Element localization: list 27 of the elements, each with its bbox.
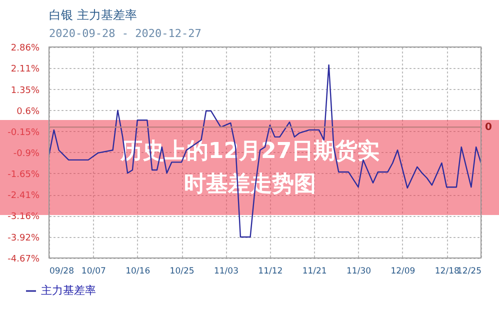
x-tick-label: 10/07 xyxy=(81,266,106,276)
x-tick-label: 09/28 xyxy=(50,266,74,276)
y-tick-label: 2.86% xyxy=(10,44,40,54)
line-series xyxy=(48,64,482,238)
x-tick-label: 12/25 xyxy=(457,266,482,276)
x-tick-label: 11/03 xyxy=(214,266,238,276)
y-tick-label: -3.16% xyxy=(8,212,40,222)
y-tick-label: -0.15% xyxy=(8,128,40,138)
y-tick-label: -1.65% xyxy=(8,170,40,180)
x-tick-label: 10/16 xyxy=(126,266,150,276)
y-tick-label: -4.67% xyxy=(8,254,40,264)
x-tick-label: 11/12 xyxy=(258,266,283,276)
x-tick-label: 10/25 xyxy=(170,266,194,276)
chart-title: 白银 主力基差率 xyxy=(49,8,137,22)
legend-label: 主力基差率 xyxy=(41,284,96,297)
ref-line-label: 0 xyxy=(485,122,492,134)
chart-subtitle: 2020-09-28 - 2020-12-27 xyxy=(49,27,202,40)
x-tick-label: 11/21 xyxy=(302,266,327,276)
y-tick-label: -2.41% xyxy=(8,191,40,202)
y-tick-label: 2.11% xyxy=(10,64,40,75)
y-tick-label: -0.9% xyxy=(13,148,40,159)
y-tick-label: -3.92% xyxy=(8,233,40,244)
y-tick-label: 1.35% xyxy=(10,86,40,96)
x-tick-label: 11/30 xyxy=(346,266,372,276)
x-tick-label: 12/09 xyxy=(390,266,416,276)
x-tick-label: 12/18 xyxy=(434,266,460,276)
y-tick-label: 0.6% xyxy=(16,106,40,117)
